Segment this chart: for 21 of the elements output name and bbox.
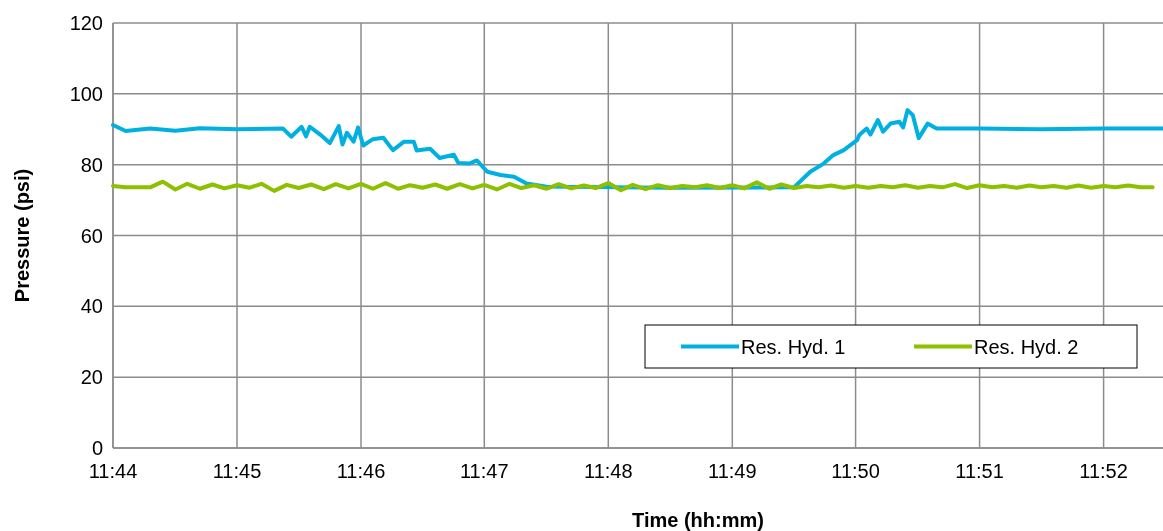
y-tick-label: 80 xyxy=(80,153,103,176)
x-tick-label: 11:51 xyxy=(955,460,1004,482)
x-tick-label: 11:47 xyxy=(460,460,509,482)
line-series xyxy=(111,179,1155,193)
x-tick-label: 11:48 xyxy=(584,460,633,482)
x-tick-label: 11:52 xyxy=(1079,460,1128,482)
legend-label: Res. Hyd. 1 xyxy=(741,335,846,358)
x-tick-label: 11:44 xyxy=(88,460,138,482)
y-axis-title: Pressure (psi) xyxy=(11,168,33,303)
y-tick-label: 60 xyxy=(80,224,103,247)
y-tick-label: 100 xyxy=(69,82,103,105)
x-tick-label: 11:46 xyxy=(336,460,386,482)
x-tick-label: 11:50 xyxy=(831,460,880,482)
y-tick-label: 0 xyxy=(91,437,103,459)
x-tick-label: 11:45 xyxy=(212,460,262,482)
x-tick-label: 11:49 xyxy=(708,460,757,482)
y-tick-label: 20 xyxy=(80,366,103,389)
y-tick-label: 120 xyxy=(69,12,103,34)
y-tick-label: 40 xyxy=(80,295,103,318)
x-axis-title: Time (hh:mm) xyxy=(632,509,764,531)
legend-label: Res. Hyd. 2 xyxy=(974,335,1079,358)
